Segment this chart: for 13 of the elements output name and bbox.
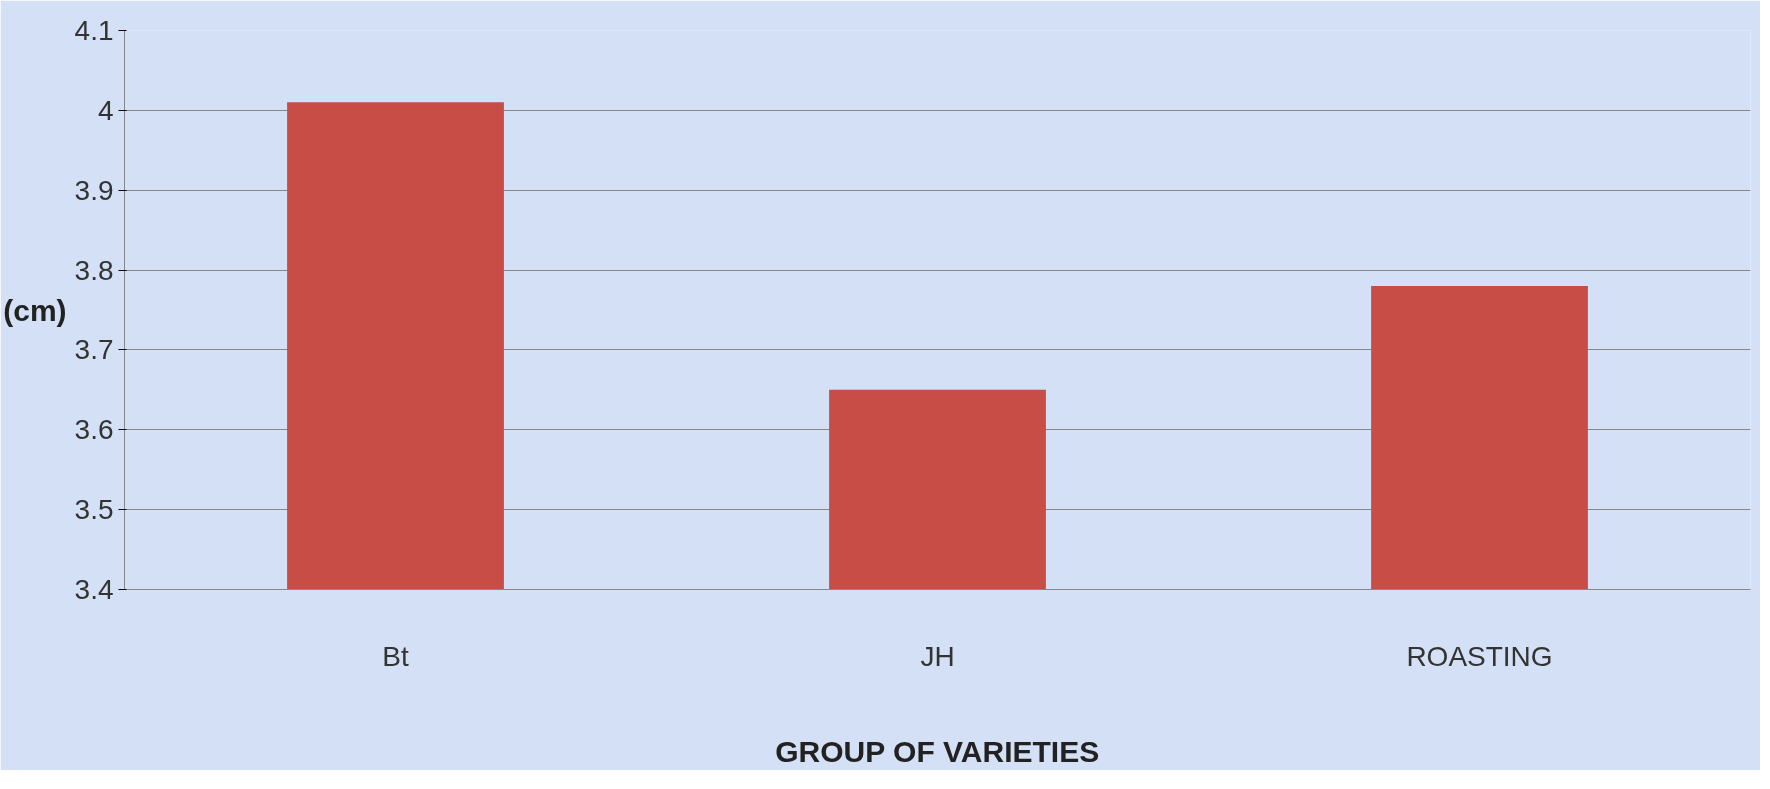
y-tick-label: 3.9 xyxy=(74,174,114,206)
y-tick-label: 4 xyxy=(97,94,114,126)
y-tick-label: 3.7 xyxy=(74,334,114,366)
y-tick-label: 3.4 xyxy=(74,574,114,605)
x-tick-label: Bt xyxy=(382,640,409,672)
x-axis-title: GROUP OF VARIETIES xyxy=(775,734,1100,768)
y-tick-label: 3.8 xyxy=(74,254,114,286)
y-tick-label: 3.6 xyxy=(74,414,114,446)
y-tick-label: 3.5 xyxy=(74,494,114,526)
x-tick-label: JH xyxy=(920,640,955,672)
y-tick-label: 4.1 xyxy=(74,15,114,46)
y-axis-title: (cm) xyxy=(3,293,67,327)
x-tick-label: ROASTING xyxy=(1406,640,1553,672)
